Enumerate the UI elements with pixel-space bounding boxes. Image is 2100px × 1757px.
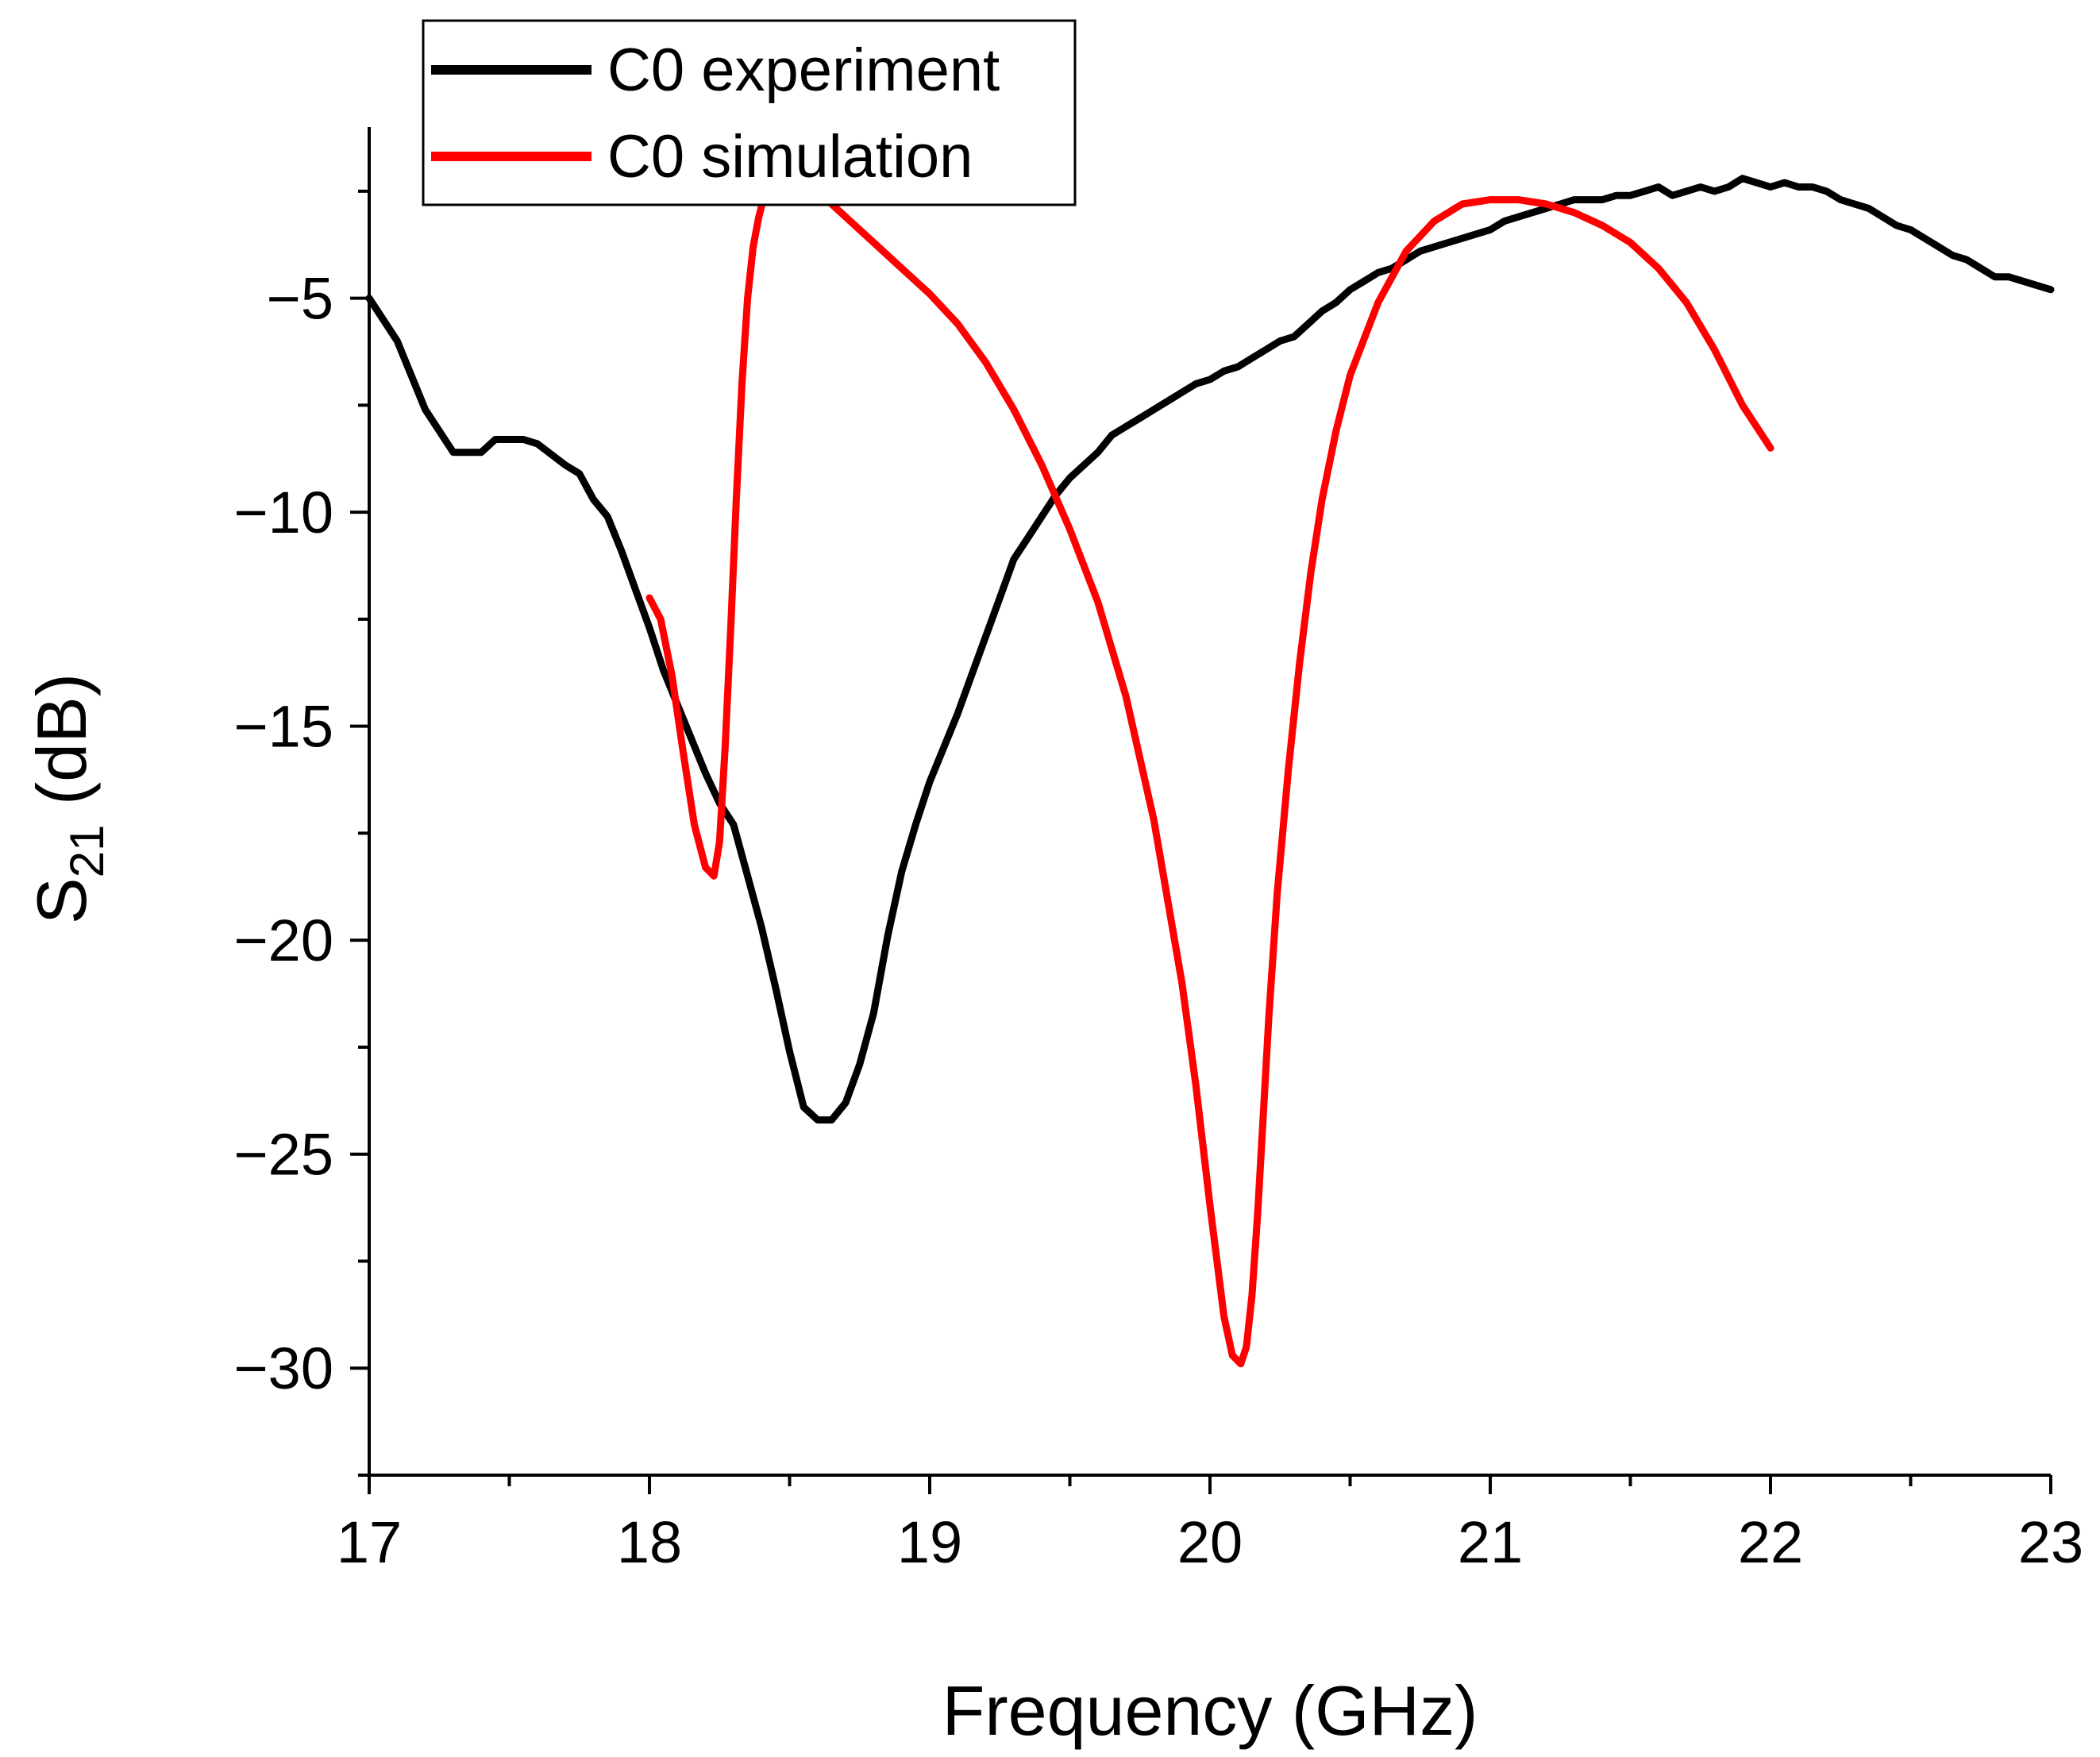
series-layer (365, 170, 2055, 1368)
x-tick-label: 20 (1177, 1509, 1243, 1575)
y-tick-label: −10 (233, 480, 333, 545)
y-tick-label: −20 (233, 907, 333, 973)
legend-box (422, 19, 1077, 206)
x-axis-title: Frequency (GHz) (942, 1671, 1478, 1750)
x-tick-label: 21 (1458, 1509, 1523, 1575)
y-tick-label: −15 (233, 694, 333, 760)
y-axis-title-suffix: (dB) (22, 673, 101, 825)
axes-layer: 17 18 19 20 21 22 23 −5 −10 −15 −20 −25 −30 (233, 127, 2083, 1575)
x-tick-label: 17 (337, 1509, 402, 1575)
y-tick-label: −25 (233, 1122, 333, 1188)
y-tick-label: −5 (267, 266, 333, 332)
x-tick-label: 23 (2018, 1509, 2083, 1575)
series-line-simulation (645, 170, 1774, 1368)
legend-label-experiment: C0 experiment (607, 37, 1000, 104)
y-axis-title: S21 (dB) (22, 673, 114, 924)
y-tick-label: −30 (233, 1335, 333, 1401)
y-axis-title-subscript: 21 (60, 825, 114, 878)
x-tick-label: 18 (617, 1509, 682, 1575)
x-tick-label: 19 (897, 1509, 962, 1575)
series-line-experiment (365, 175, 2055, 1124)
x-tick-label: 22 (1738, 1509, 1803, 1575)
legend: C0 experiment C0 simulation (422, 19, 1077, 206)
y-axis-title-main: S (22, 877, 101, 924)
legend-label-simulation: C0 simulation (607, 123, 973, 191)
